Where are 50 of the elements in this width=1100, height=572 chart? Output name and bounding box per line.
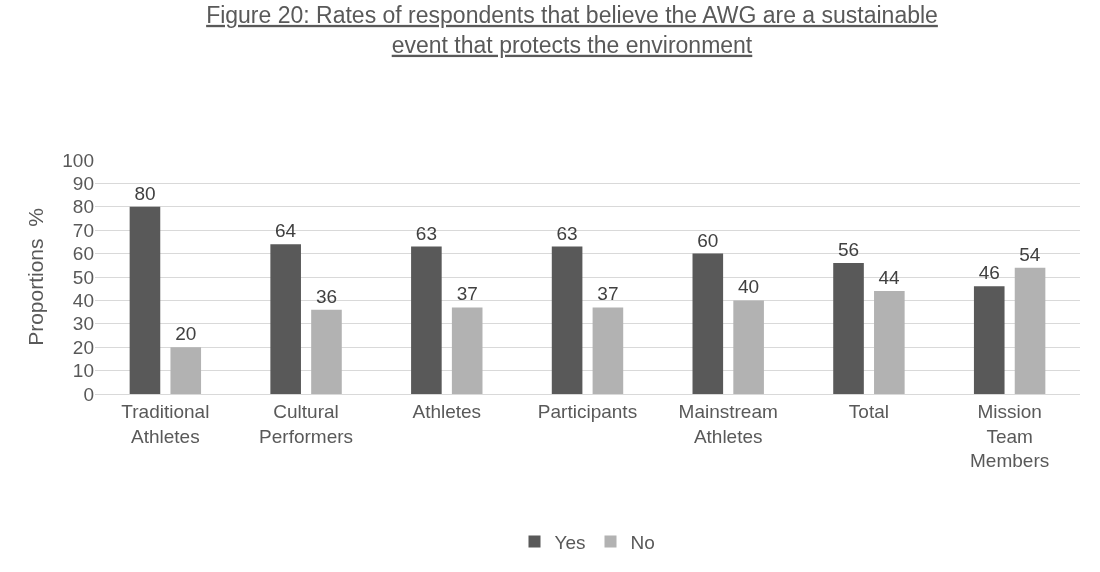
y-tick-label: 0	[83, 383, 94, 405]
data-label: 63	[415, 222, 437, 244]
data-label: 44	[878, 267, 901, 289]
data-label: 54	[1019, 243, 1041, 265]
bar	[592, 307, 624, 394]
bar	[411, 246, 442, 394]
legend-label: Yes	[554, 531, 586, 553]
y-tick-label: 100	[62, 149, 94, 171]
x-tick-label: Cultural Performers	[259, 400, 354, 447]
data-label: 40	[738, 276, 760, 298]
y-tick-label: 30	[72, 313, 94, 335]
data-label: 64	[274, 220, 297, 242]
x-tick-label: Traditional Athletes	[121, 400, 210, 447]
y-tick-label: 90	[72, 173, 94, 195]
x-tick-label: Mission Team Members	[970, 400, 1050, 472]
x-tick-label: Athletes	[412, 400, 482, 422]
data-label: 37	[597, 283, 619, 305]
y-tick-label: 10	[72, 360, 94, 382]
y-tick-label: 70	[72, 219, 94, 241]
x-tick-label: Total	[848, 400, 889, 422]
data-label: 63	[556, 222, 578, 244]
bar	[311, 309, 342, 394]
bar	[270, 244, 301, 394]
data-label: 46	[978, 262, 1000, 284]
bar	[451, 307, 483, 394]
y-tick-label: 40	[72, 290, 94, 312]
bar	[170, 347, 202, 394]
y-tick-label: 20	[72, 336, 94, 358]
data-label: 37	[456, 283, 478, 305]
bar	[874, 291, 905, 394]
y-tick-label: 50	[72, 266, 94, 288]
x-tick-label: Mainstream Athletes	[678, 400, 778, 447]
bar	[129, 206, 161, 394]
bar	[1014, 267, 1046, 394]
bar	[551, 246, 583, 394]
y-axis-title: Proportions %	[24, 208, 48, 346]
data-label: 80	[134, 182, 156, 204]
data-label: 36	[315, 285, 338, 307]
y-tick-label: 80	[72, 196, 94, 218]
data-label: 60	[697, 229, 719, 251]
data-label: 56	[837, 238, 860, 260]
bar	[733, 300, 764, 394]
data-label: 20	[175, 323, 197, 345]
x-tick-label: Participants	[537, 400, 638, 422]
y-tick-label: 60	[72, 243, 94, 265]
chart-title: Figure 20: Rates of respondents that believe the AWG are a sustainable event that protects the environment	[206, 1, 938, 58]
legend-label: No	[630, 531, 655, 553]
bar	[692, 253, 724, 394]
bar	[833, 262, 864, 394]
bar	[973, 286, 1005, 394]
